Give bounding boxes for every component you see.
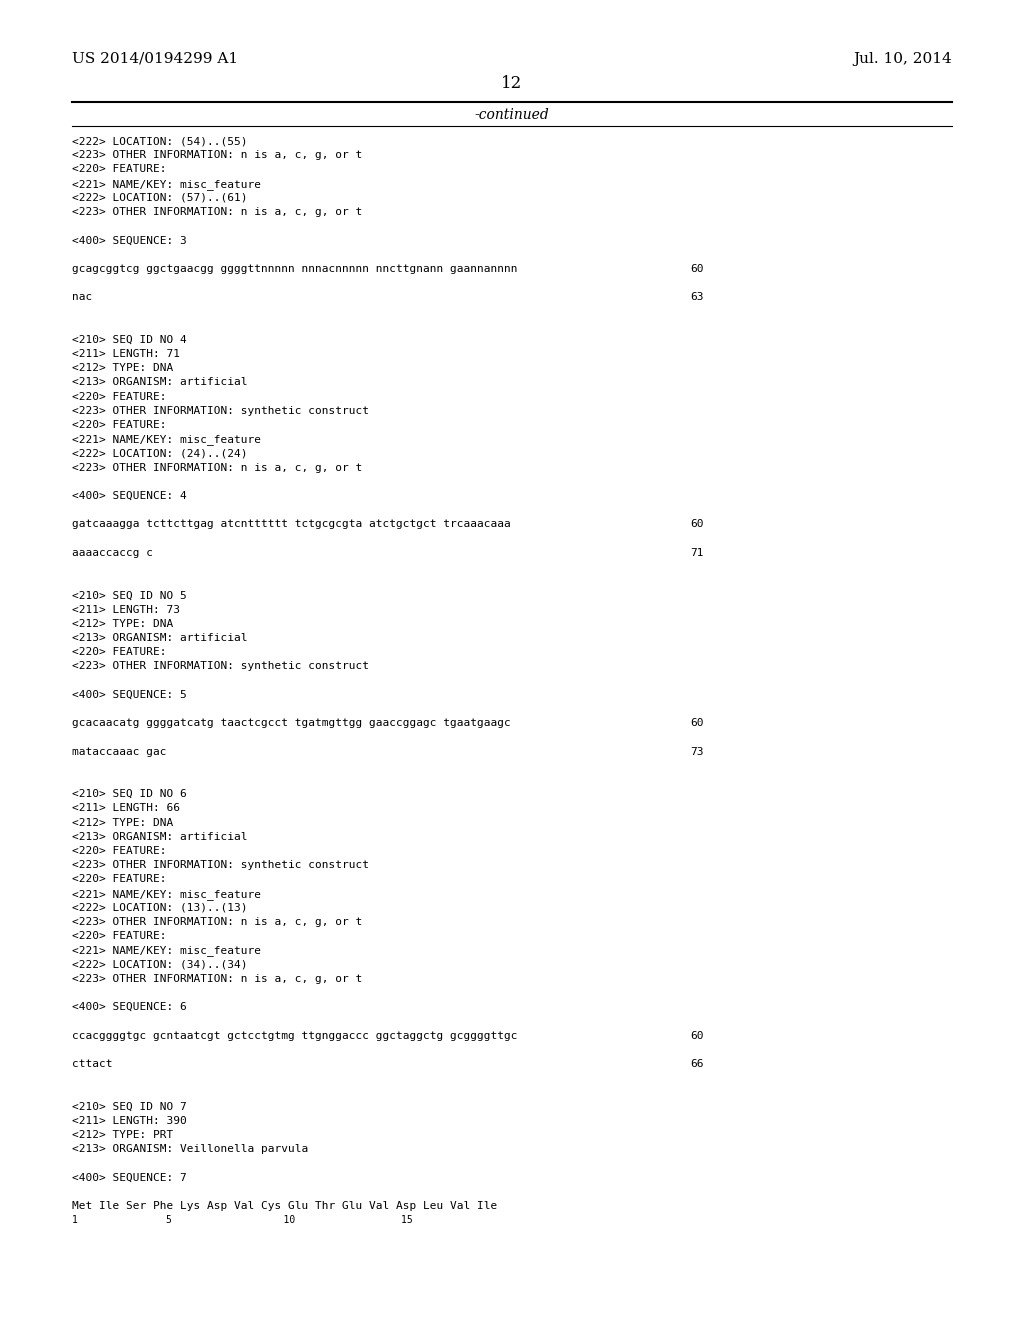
Text: <220> FEATURE:: <220> FEATURE: [72,165,167,174]
Text: US 2014/0194299 A1: US 2014/0194299 A1 [72,51,239,66]
Text: <220> FEATURE:: <220> FEATURE: [72,420,167,430]
Text: <400> SEQUENCE: 4: <400> SEQUENCE: 4 [72,491,186,502]
Text: <221> NAME/KEY: misc_feature: <221> NAME/KEY: misc_feature [72,945,261,956]
Text: <220> FEATURE:: <220> FEATURE: [72,392,167,401]
Text: 12: 12 [502,75,522,92]
Text: 60: 60 [690,519,703,529]
Text: <220> FEATURE:: <220> FEATURE: [72,846,167,855]
Text: <211> LENGTH: 73: <211> LENGTH: 73 [72,605,180,615]
Text: cttact: cttact [72,1059,113,1069]
Text: <212> TYPE: DNA: <212> TYPE: DNA [72,817,173,828]
Text: gcagcggtcg ggctgaacgg ggggttnnnnn nnnacnnnnn nncttgnann gaannannnn: gcagcggtcg ggctgaacgg ggggttnnnnn nnnacn… [72,264,517,273]
Text: <221> NAME/KEY: misc_feature: <221> NAME/KEY: misc_feature [72,434,261,445]
Text: <400> SEQUENCE: 6: <400> SEQUENCE: 6 [72,1002,186,1012]
Text: <211> LENGTH: 66: <211> LENGTH: 66 [72,804,180,813]
Text: <220> FEATURE:: <220> FEATURE: [72,874,167,884]
Text: <223> OTHER INFORMATION: synthetic construct: <223> OTHER INFORMATION: synthetic const… [72,861,369,870]
Text: <222> LOCATION: (13)..(13): <222> LOCATION: (13)..(13) [72,903,248,913]
Text: <223> OTHER INFORMATION: n is a, c, g, or t: <223> OTHER INFORMATION: n is a, c, g, o… [72,917,362,927]
Text: <213> ORGANISM: artificial: <213> ORGANISM: artificial [72,634,248,643]
Text: <220> FEATURE:: <220> FEATURE: [72,647,167,657]
Text: <222> LOCATION: (57)..(61): <222> LOCATION: (57)..(61) [72,193,248,203]
Text: <220> FEATURE:: <220> FEATURE: [72,931,167,941]
Text: <222> LOCATION: (24)..(24): <222> LOCATION: (24)..(24) [72,449,248,458]
Text: Met Ile Ser Phe Lys Asp Val Cys Glu Thr Glu Val Asp Leu Val Ile: Met Ile Ser Phe Lys Asp Val Cys Glu Thr … [72,1201,498,1210]
Text: 60: 60 [690,264,703,273]
Text: 73: 73 [690,747,703,756]
Text: 1               5                   10                  15: 1 5 10 15 [72,1216,413,1225]
Text: -continued: -continued [475,108,549,121]
Text: aaaaccaccg c: aaaaccaccg c [72,548,153,558]
Text: <210> SEQ ID NO 5: <210> SEQ ID NO 5 [72,590,186,601]
Text: <213> ORGANISM: artificial: <213> ORGANISM: artificial [72,832,248,842]
Text: <212> TYPE: DNA: <212> TYPE: DNA [72,619,173,628]
Text: gatcaaagga tcttcttgag atcntttttt tctgcgcgta atctgctgct trcaaacaaa: gatcaaagga tcttcttgag atcntttttt tctgcgc… [72,519,511,529]
Text: <212> TYPE: DNA: <212> TYPE: DNA [72,363,173,374]
Text: <213> ORGANISM: Veillonella parvula: <213> ORGANISM: Veillonella parvula [72,1144,308,1154]
Text: <211> LENGTH: 390: <211> LENGTH: 390 [72,1115,186,1126]
Text: <210> SEQ ID NO 4: <210> SEQ ID NO 4 [72,335,186,345]
Text: <212> TYPE: PRT: <212> TYPE: PRT [72,1130,173,1140]
Text: <213> ORGANISM: artificial: <213> ORGANISM: artificial [72,378,248,387]
Text: <223> OTHER INFORMATION: synthetic construct: <223> OTHER INFORMATION: synthetic const… [72,405,369,416]
Text: 60: 60 [690,1031,703,1040]
Text: <210> SEQ ID NO 6: <210> SEQ ID NO 6 [72,789,186,799]
Text: 66: 66 [690,1059,703,1069]
Text: <223> OTHER INFORMATION: n is a, c, g, or t: <223> OTHER INFORMATION: n is a, c, g, o… [72,150,362,160]
Text: <223> OTHER INFORMATION: synthetic construct: <223> OTHER INFORMATION: synthetic const… [72,661,369,672]
Text: <223> OTHER INFORMATION: n is a, c, g, or t: <223> OTHER INFORMATION: n is a, c, g, o… [72,974,362,983]
Text: <221> NAME/KEY: misc_feature: <221> NAME/KEY: misc_feature [72,178,261,190]
Text: <221> NAME/KEY: misc_feature: <221> NAME/KEY: misc_feature [72,888,261,899]
Text: <400> SEQUENCE: 3: <400> SEQUENCE: 3 [72,235,186,246]
Text: nac: nac [72,292,92,302]
Text: 71: 71 [690,548,703,558]
Text: <400> SEQUENCE: 5: <400> SEQUENCE: 5 [72,690,186,700]
Text: 60: 60 [690,718,703,729]
Text: <211> LENGTH: 71: <211> LENGTH: 71 [72,348,180,359]
Text: <223> OTHER INFORMATION: n is a, c, g, or t: <223> OTHER INFORMATION: n is a, c, g, o… [72,462,362,473]
Text: <400> SEQUENCE: 7: <400> SEQUENCE: 7 [72,1172,186,1183]
Text: gcacaacatg ggggatcatg taactcgcct tgatmgttgg gaaccggagc tgaatgaagc: gcacaacatg ggggatcatg taactcgcct tgatmgt… [72,718,511,729]
Text: 63: 63 [690,292,703,302]
Text: mataccaaac gac: mataccaaac gac [72,747,167,756]
Text: <210> SEQ ID NO 7: <210> SEQ ID NO 7 [72,1102,186,1111]
Text: ccacggggtgc gcntaatcgt gctcctgtmg ttgnggaccc ggctaggctg gcggggttgc: ccacggggtgc gcntaatcgt gctcctgtmg ttgngg… [72,1031,517,1040]
Text: <222> LOCATION: (34)..(34): <222> LOCATION: (34)..(34) [72,960,248,970]
Text: <222> LOCATION: (54)..(55): <222> LOCATION: (54)..(55) [72,136,248,147]
Text: Jul. 10, 2014: Jul. 10, 2014 [853,51,952,66]
Text: <223> OTHER INFORMATION: n is a, c, g, or t: <223> OTHER INFORMATION: n is a, c, g, o… [72,207,362,216]
